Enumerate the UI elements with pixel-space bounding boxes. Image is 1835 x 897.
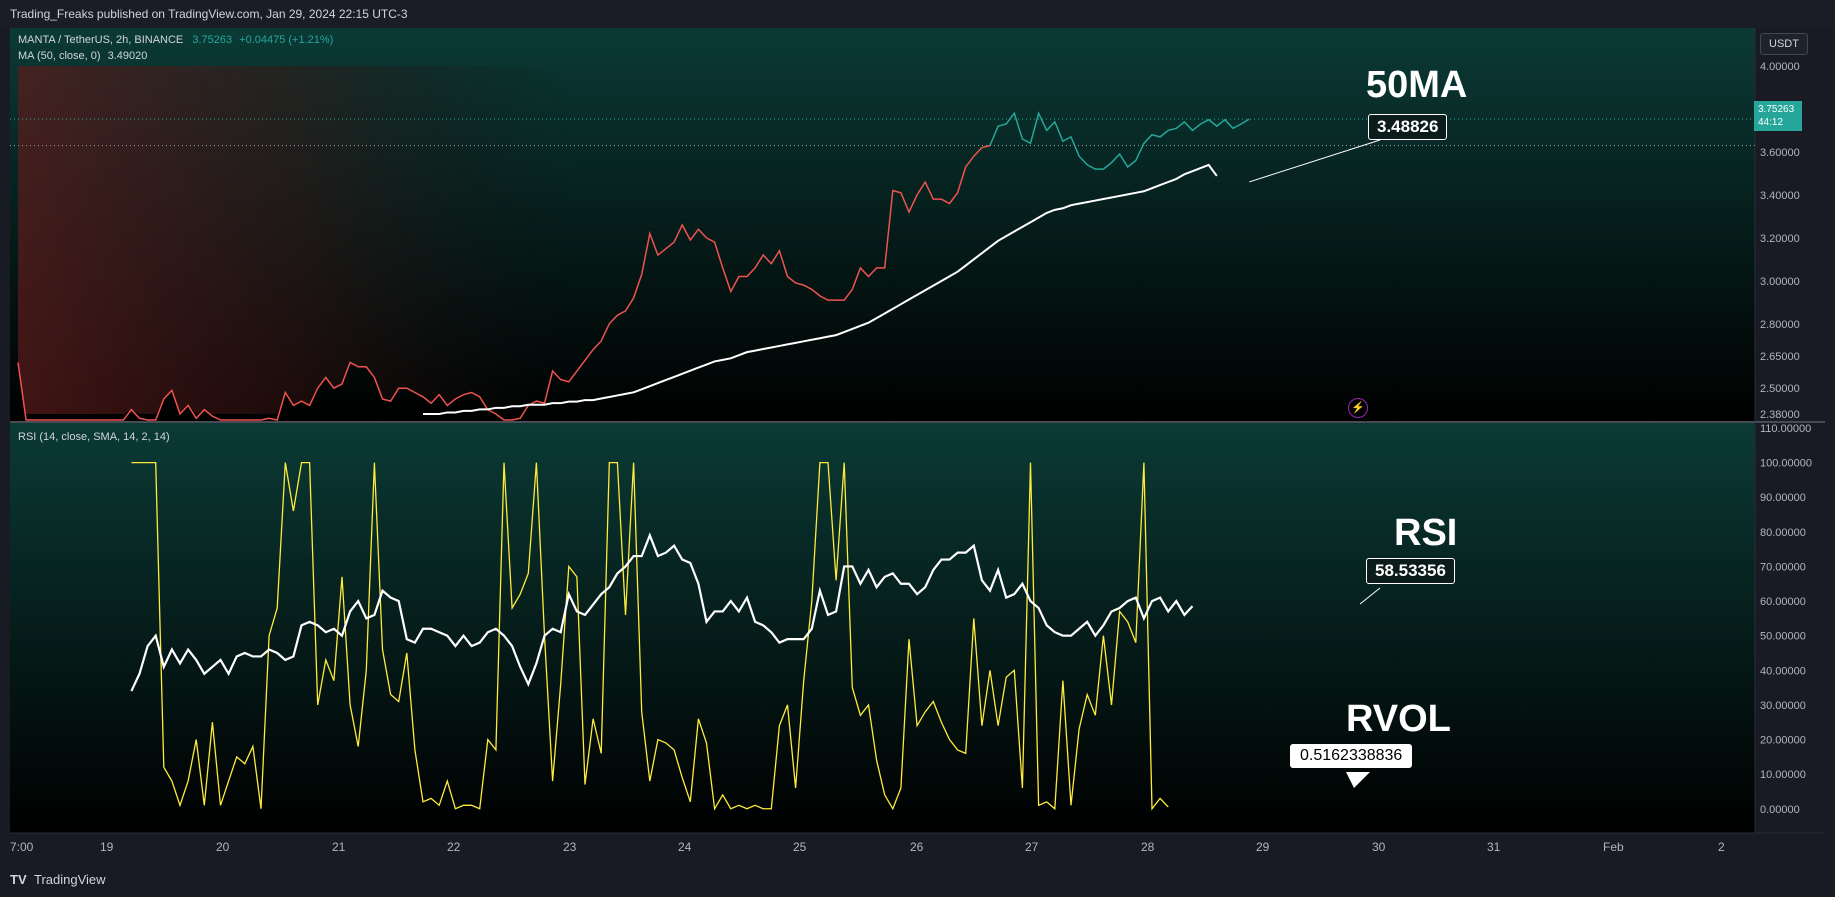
price-layer (10, 66, 1755, 421)
rvol-annotation-value[interactable]: 0.5162338836 (1290, 744, 1413, 768)
last-price-value: 3.75263 (1758, 104, 1795, 115)
rsi-annotation-title[interactable]: RSI (1394, 512, 1458, 554)
time-axis-tick: 22 (447, 840, 461, 854)
rsi-axis-tick: 100.00000 (1760, 458, 1812, 470)
time-axis-tick: 7:00 (10, 840, 34, 854)
bearish-area-fill (18, 66, 577, 414)
rsi-annotation-value[interactable]: 58.53356 (1366, 558, 1455, 584)
tradingview-logo-icon[interactable]: TV (10, 872, 27, 887)
rsi-axis-tick: 30.00000 (1760, 700, 1806, 712)
rsi-axis-tick: 90.00000 (1760, 492, 1806, 504)
time-axis-tick: Feb (1603, 840, 1624, 854)
time-axis-tick: 24 (678, 840, 692, 854)
ma-legend[interactable]: MA (50, close, 0) 3.49020 (18, 50, 147, 62)
ma-annotation-value[interactable]: 3.48826 (1368, 114, 1448, 140)
rsi-axis-tick: 50.00000 (1760, 631, 1806, 643)
bar-countdown: 44:12 (1758, 117, 1784, 128)
time-axis-tick: 21 (332, 840, 346, 854)
price-axis-tick: 2.50000 (1760, 383, 1800, 395)
rsi-axis-tick: 10.00000 (1760, 769, 1806, 781)
time-axis-tick: 30 (1372, 840, 1386, 854)
time-axis-tick: 23 (563, 840, 577, 854)
price-line-up (989, 111, 1250, 170)
rsi-axis-tick: 80.00000 (1760, 527, 1806, 539)
rsi-legend[interactable]: RSI (14, close, SMA, 14, 2, 14) (18, 431, 170, 443)
ma-annotation-pointer (1249, 139, 1381, 183)
chart-svg[interactable]: 4.000003.800003.600003.400003.200003.000… (0, 28, 1835, 863)
rsi-axis-tick: 110.00000 (1760, 423, 1811, 435)
price-axis-tick: 3.00000 (1760, 276, 1800, 288)
rsi-legend-label: RSI (14, close, SMA, 14, 2, 14) (18, 431, 170, 443)
symbol-price: 3.75263 (192, 34, 233, 46)
footer: TV TradingView (0, 863, 1835, 897)
currency-button[interactable]: USDT (1760, 33, 1808, 55)
rsi-layer (130, 461, 1381, 811)
ma-legend-value: 3.49020 (107, 50, 148, 62)
time-axis-tick: 20 (216, 840, 230, 854)
rvol-annotation-title[interactable]: RVOL (1346, 698, 1451, 740)
symbol-legend[interactable]: MANTA / TetherUS, 2h, BINANCE 3.75263 +0… (18, 34, 333, 46)
chart-area[interactable]: 4.000003.800003.600003.400003.200003.000… (0, 28, 1835, 863)
last-price-badge: 3.75263 44:12 (1754, 101, 1802, 131)
rsi-axis-tick: 40.00000 (1760, 665, 1806, 677)
time-axis-tick: 19 (100, 840, 114, 854)
price-axis-tick: 3.20000 (1760, 233, 1800, 245)
price-axis-tick: 4.00000 (1760, 61, 1800, 73)
rvol-line (131, 461, 1169, 811)
time-axis-tick: 31 (1487, 840, 1501, 854)
rvol-annotation-pointer (1346, 772, 1370, 788)
rsi-axis-tick: 70.00000 (1760, 561, 1806, 573)
price-axis-tick: 3.40000 (1760, 190, 1800, 202)
ma-annotation-title[interactable]: 50MA (1366, 64, 1468, 106)
time-axis-tick: 2 (1718, 840, 1725, 854)
time-axis-tick: 25 (793, 840, 807, 854)
flash-icon[interactable]: ⚡ (1348, 398, 1368, 418)
price-axis-tick: 2.38000 (1760, 409, 1800, 421)
footer-brand[interactable]: TradingView (34, 872, 106, 887)
ma-legend-label: MA (50, close, 0) (18, 50, 101, 62)
rsi-axis-tick: 0.00000 (1760, 804, 1800, 816)
rsi-axis-tick: 60.00000 (1760, 596, 1806, 608)
symbol-change: +0.04475 (+1.21%) (239, 34, 334, 46)
price-axis-tick: 2.80000 (1760, 319, 1800, 331)
price-axis-tick: 3.60000 (1760, 147, 1800, 159)
symbol-name: MANTA / TetherUS, 2h, BINANCE (18, 34, 184, 46)
rsi-axis-tick: 20.00000 (1760, 735, 1806, 747)
rsi-line (130, 532, 1194, 692)
ma50-line (423, 163, 1218, 415)
time-axis-tick: 28 (1141, 840, 1155, 854)
time-axis-tick: 27 (1025, 840, 1039, 854)
time-axis-tick: 29 (1256, 840, 1270, 854)
price-axis-tick: 2.65000 (1760, 351, 1800, 363)
time-axis-tick: 26 (910, 840, 924, 854)
price-line-down (17, 144, 991, 421)
rsi-annotation-pointer (1359, 587, 1381, 605)
publisher-header: Trading_Freaks published on TradingView.… (0, 0, 1835, 28)
